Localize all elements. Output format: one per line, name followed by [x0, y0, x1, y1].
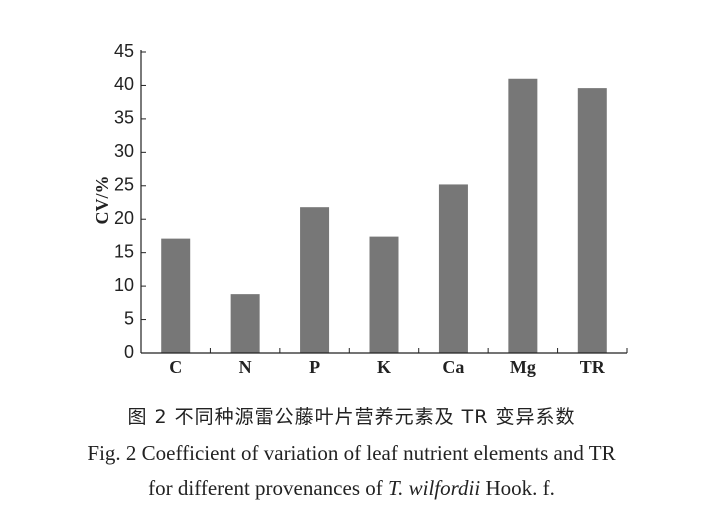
caption-english-prefix: for different provenances of — [148, 476, 388, 500]
y-tick-label: 20 — [114, 208, 134, 228]
y-tick-label: 30 — [114, 141, 134, 161]
bar-c — [161, 238, 191, 353]
y-axis-label: CV/% — [92, 176, 112, 225]
y-tick-label: 35 — [114, 108, 134, 128]
axes-group — [140, 50, 627, 354]
x-tick-label-n: N — [239, 357, 252, 377]
x-ticks-group: C N P K Ca Mg TR — [169, 348, 628, 377]
x-tick-label-tr: TR — [580, 357, 606, 377]
y-tick-label: 15 — [114, 241, 134, 261]
bar-chart: 0 5 10 15 20 25 30 35 40 45 C N P K Ca Mg TR CV/% — [92, 41, 628, 377]
bar-k — [369, 236, 399, 353]
y-tick-label: 45 — [114, 41, 134, 61]
bar-p — [300, 207, 330, 353]
bar-ca — [438, 184, 468, 353]
x-tick-label-ca: Ca — [442, 357, 464, 377]
y-ticks-group: 0 5 10 15 20 25 30 35 40 45 — [114, 41, 146, 362]
bar-mg — [508, 78, 538, 353]
y-tick-label: 0 — [124, 342, 134, 362]
caption-species-name: T. wilfordii — [387, 476, 481, 500]
caption-chinese: 图 2 不同种源雷公藤叶片营养元素及 TR 变异系数 — [127, 406, 576, 428]
x-tick-label-p: P — [309, 357, 320, 377]
caption-english-line1: Fig. 2 Coefficient of variation of leaf … — [87, 441, 616, 465]
bar-n — [230, 294, 260, 353]
x-tick-label-c: C — [169, 357, 182, 377]
bar-tr — [577, 88, 607, 354]
bars-group — [161, 78, 607, 354]
x-tick-label-mg: Mg — [510, 357, 536, 377]
y-tick-label: 10 — [114, 275, 134, 295]
y-tick-label: 25 — [114, 175, 134, 195]
caption-english-line2: for different provenances of T. wilfordi… — [0, 476, 703, 501]
y-tick-label: 5 — [124, 308, 134, 328]
y-tick-label: 40 — [114, 74, 134, 94]
x-tick-label-k: K — [377, 357, 391, 377]
caption-english-suffix: Hook. f. — [480, 476, 555, 500]
